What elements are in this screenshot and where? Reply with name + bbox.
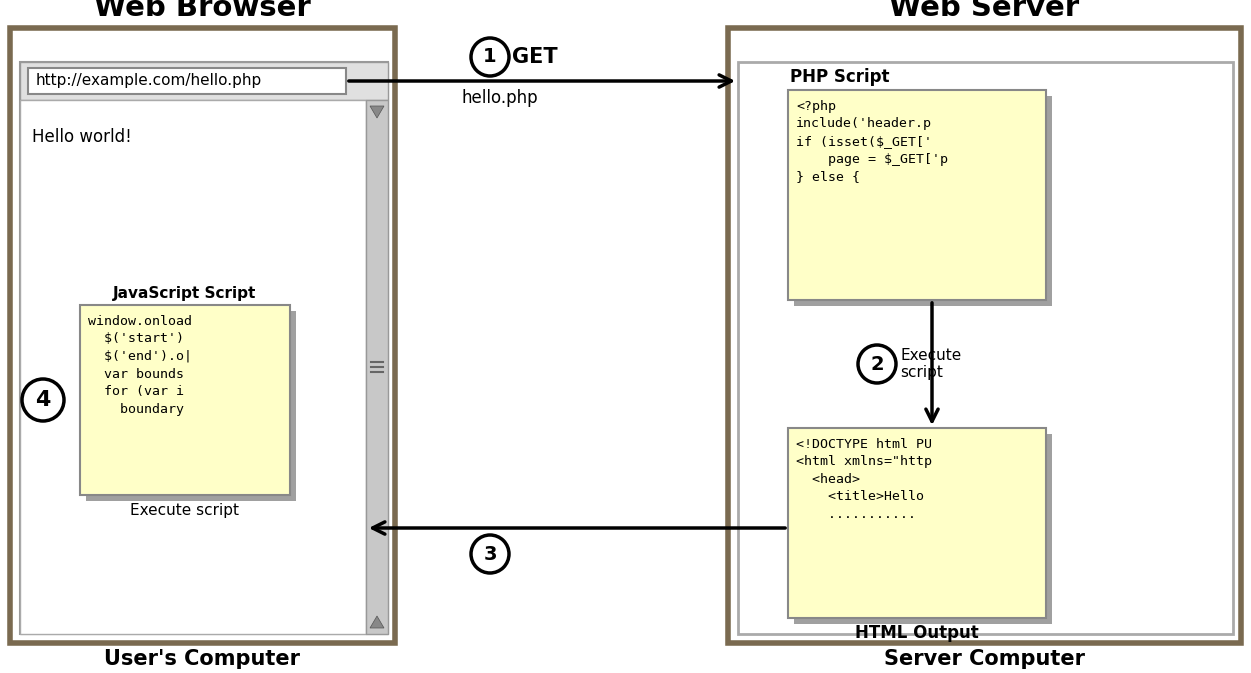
Text: Server Computer: Server Computer [884, 649, 1085, 669]
Text: window.onload
  $('start')
  $('end').o|
  var bounds
  for (var i
    boundary: window.onload $('start') $('end').o| var… [88, 315, 191, 415]
Polygon shape [370, 616, 384, 628]
Text: <!DOCTYPE html PU
<html xmlns="http
  <head>
    <title>Hello
    ...........: <!DOCTYPE html PU <html xmlns="http <hea… [796, 438, 932, 521]
Bar [728, 28, 1241, 643]
Text: GET: GET [512, 47, 558, 67]
Bar [788, 428, 1046, 618]
Text: 4: 4 [35, 390, 51, 410]
Bar [794, 434, 1052, 624]
Bar [28, 68, 347, 94]
Bar [10, 28, 395, 643]
Bar [738, 62, 1233, 634]
Bar [20, 62, 388, 634]
Text: <?php
include('header.p
if (isset($_GET['
    page = $_GET['p
} else {: <?php include('header.p if (isset($_GET[… [796, 100, 948, 183]
Circle shape [23, 379, 64, 421]
Text: JavaScript Script: JavaScript Script [114, 286, 256, 301]
Circle shape [470, 535, 509, 573]
Bar [367, 100, 388, 634]
Bar [86, 311, 296, 501]
Text: User's Computer: User's Computer [105, 649, 300, 669]
Text: PHP Script: PHP Script [789, 68, 889, 86]
Text: 2: 2 [871, 355, 883, 374]
Text: Web Browser: Web Browser [94, 0, 311, 22]
Text: Web Server: Web Server [889, 0, 1080, 22]
Text: http://example.com/hello.php: http://example.com/hello.php [36, 73, 263, 89]
Text: HTML Output: HTML Output [856, 624, 978, 642]
Text: Hello world!: Hello world! [33, 128, 131, 146]
Text: Execute: Execute [899, 347, 961, 363]
Bar [788, 90, 1046, 300]
Bar [20, 62, 388, 100]
Text: script: script [899, 365, 943, 380]
Circle shape [858, 345, 896, 383]
Text: 3: 3 [483, 544, 497, 563]
Text: hello.php: hello.php [462, 89, 538, 107]
Polygon shape [370, 106, 384, 118]
Circle shape [470, 38, 509, 76]
Bar [794, 96, 1052, 306]
Text: 1: 1 [483, 48, 497, 67]
Bar [80, 305, 290, 495]
Bar [20, 100, 367, 634]
Text: Execute script: Execute script [130, 503, 239, 518]
